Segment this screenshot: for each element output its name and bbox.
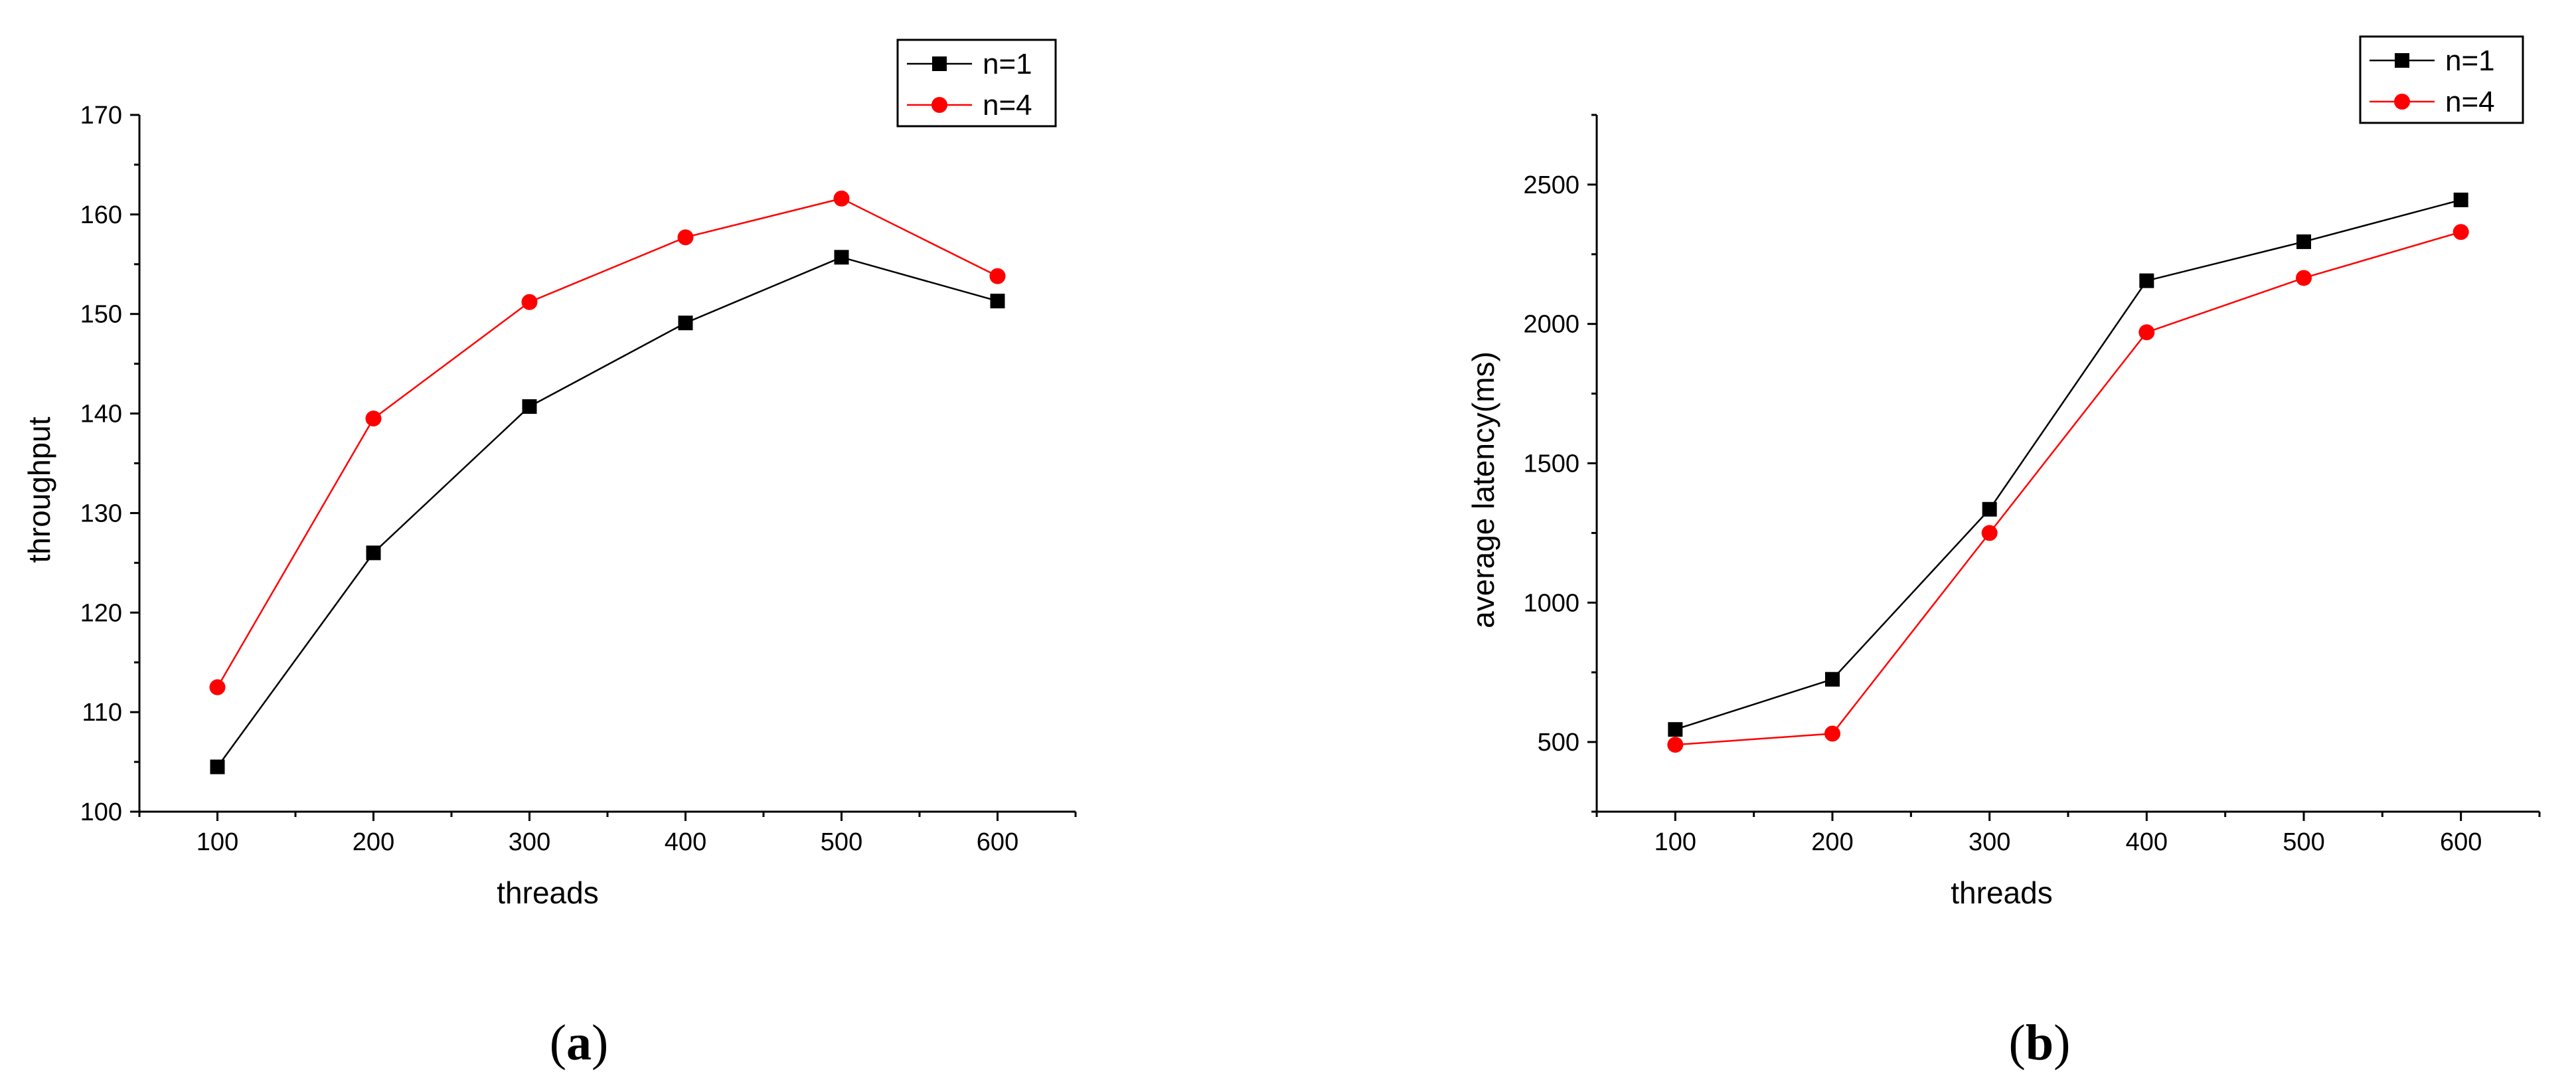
y-axis-title: average latency(ms) [1466, 351, 1500, 628]
y-tick-label: 100 [80, 798, 122, 826]
legend-marker [932, 56, 947, 71]
x-tick-label: 300 [1969, 828, 2010, 856]
data-point [521, 294, 538, 310]
x-tick-label: 600 [2440, 828, 2482, 856]
legend: n=1n=4 [896, 39, 1057, 128]
x-axis-title: threads [1951, 875, 2052, 910]
panel-label: (a) [550, 1015, 609, 1071]
panel-label-paren-open: ( [550, 1015, 566, 1071]
data-point [2453, 224, 2469, 240]
legend-label: n=4 [2445, 86, 2495, 118]
data-point [2296, 270, 2312, 286]
y-axis-title: throughput [22, 416, 56, 563]
x-tick-label: 400 [665, 828, 706, 856]
series-line-n=1 [1674, 199, 2461, 731]
panel-label-paren-close: ) [592, 1015, 608, 1071]
data-point [365, 410, 382, 427]
y-tick-label: 500 [1538, 729, 1579, 757]
x-tick-label: 200 [1811, 828, 1853, 856]
legend-label: n=1 [983, 48, 1032, 80]
data-point [833, 190, 850, 207]
data-point [2139, 273, 2154, 288]
legend-label: n=4 [983, 89, 1032, 122]
data-point [989, 268, 1006, 284]
panel-label-letter: a [566, 1015, 592, 1071]
y-tick-label: 170 [80, 102, 122, 130]
legend-box [2359, 35, 2524, 124]
data-point [1825, 672, 1840, 687]
y-tick-label: 120 [80, 599, 122, 627]
data-point [834, 250, 849, 265]
legend-box [896, 39, 1057, 128]
x-tick-label: 600 [977, 828, 1018, 856]
y-tick-label: 130 [80, 499, 122, 527]
data-point [2296, 234, 2311, 249]
y-tick-label: 140 [80, 401, 122, 428]
data-point [209, 679, 226, 695]
y-tick-label: 1500 [1523, 450, 1579, 478]
y-tick-label: 160 [80, 201, 122, 229]
series-line-n=4 [1675, 231, 2462, 746]
data-point [678, 316, 693, 331]
y-tick-label: 110 [82, 699, 122, 727]
data-point [2138, 324, 2155, 341]
chart-panel-a: 100 200 300 400 500 600 100 110 120 130 140 150 160 1… [22, 39, 1077, 1071]
legend: n=1n=4 [2359, 35, 2524, 124]
panel-label-letter: b [2026, 1015, 2053, 1071]
data-point [1824, 725, 1840, 742]
x-tick-label: 100 [1654, 828, 1696, 856]
series-line-n=1 [216, 256, 998, 768]
panel-label-paren-close: ) [2053, 1015, 2070, 1071]
x-axis-title: threads [497, 875, 598, 910]
x-tick-label: 100 [197, 828, 238, 856]
x-tick-label: 500 [821, 828, 862, 856]
series-line-n=4 [216, 197, 999, 688]
chart-panel-b: 100 200 300 400 500 600 500 1000 1500 2000 2500 thr… [1466, 35, 2541, 1071]
legend-marker [931, 97, 947, 113]
data-point [1981, 525, 1998, 541]
y-tick-label: 150 [80, 301, 122, 329]
data-point [990, 294, 1005, 309]
x-tick-label: 200 [353, 828, 394, 856]
legend-marker [2394, 94, 2410, 110]
data-point [1667, 737, 1684, 753]
data-point [210, 759, 225, 774]
x-tick-label: 300 [509, 828, 550, 856]
x-tick-label: 500 [2283, 828, 2324, 856]
y-tick-label: 1000 [1523, 589, 1579, 617]
panel-label-paren-open: ( [2009, 1015, 2026, 1071]
data-point [2453, 192, 2468, 207]
data-point [1982, 501, 1997, 517]
x-tick-label: 400 [2126, 828, 2168, 856]
data-point [1668, 722, 1683, 737]
data-point [522, 399, 537, 414]
data-point [366, 545, 381, 561]
legend-marker [2395, 53, 2409, 68]
legend-label: n=1 [2445, 45, 2495, 77]
data-point [677, 229, 694, 246]
y-tick-label: 2500 [1523, 171, 1579, 199]
panel-label: (b) [2009, 1015, 2071, 1071]
y-tick-label: 2000 [1523, 311, 1579, 339]
